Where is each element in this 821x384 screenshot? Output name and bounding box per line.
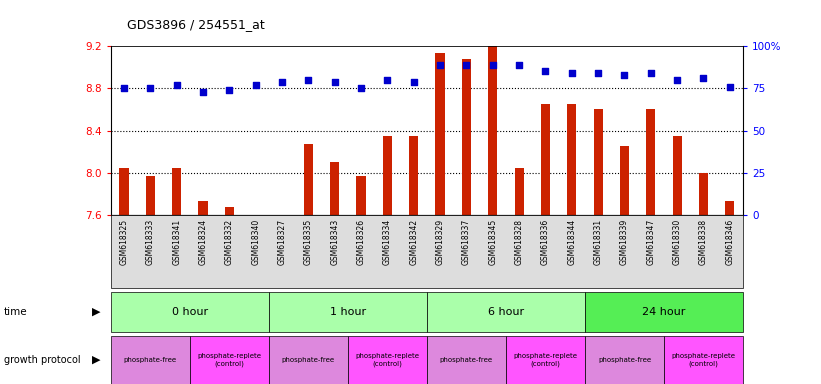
Point — [697, 75, 710, 81]
Point — [355, 85, 368, 91]
Text: phosphate-free: phosphate-free — [124, 357, 177, 363]
Text: GSM618330: GSM618330 — [672, 219, 681, 265]
Point — [512, 61, 525, 68]
Bar — [515, 167, 524, 215]
Point — [381, 77, 394, 83]
Point — [222, 87, 236, 93]
Text: GSM618340: GSM618340 — [251, 219, 260, 265]
Text: 1 hour: 1 hour — [330, 307, 366, 317]
Bar — [277, 215, 287, 217]
Text: GSM618341: GSM618341 — [172, 219, 181, 265]
Bar — [620, 146, 629, 215]
Text: GSM618328: GSM618328 — [515, 219, 524, 265]
Bar — [119, 167, 129, 215]
Bar — [409, 136, 419, 215]
Point — [565, 70, 578, 76]
Text: phosphate-replete
(control): phosphate-replete (control) — [513, 353, 577, 367]
Bar — [594, 109, 603, 215]
Bar — [725, 201, 735, 215]
Bar — [488, 46, 498, 215]
Text: 0 hour: 0 hour — [172, 307, 208, 317]
Point — [618, 72, 631, 78]
Text: GSM618345: GSM618345 — [488, 219, 498, 265]
Text: phosphate-replete
(control): phosphate-replete (control) — [197, 353, 261, 367]
Text: growth protocol: growth protocol — [4, 355, 80, 365]
Bar — [172, 167, 181, 215]
Text: GSM618338: GSM618338 — [699, 219, 708, 265]
Text: ▶: ▶ — [92, 355, 100, 365]
Text: GSM618334: GSM618334 — [383, 219, 392, 265]
Bar — [699, 173, 708, 215]
Text: phosphate-free: phosphate-free — [282, 357, 335, 363]
Point — [170, 82, 183, 88]
Bar — [646, 109, 655, 215]
Text: 24 hour: 24 hour — [642, 307, 686, 317]
Point — [486, 61, 499, 68]
Point — [433, 61, 447, 68]
Text: GSM618336: GSM618336 — [541, 219, 550, 265]
Bar — [567, 104, 576, 215]
Text: phosphate-replete
(control): phosphate-replete (control) — [672, 353, 736, 367]
Text: GSM618327: GSM618327 — [277, 219, 287, 265]
Bar — [672, 136, 681, 215]
Text: phosphate-free: phosphate-free — [598, 357, 651, 363]
Point — [723, 84, 736, 90]
Point — [328, 78, 342, 84]
Text: GSM618342: GSM618342 — [409, 219, 418, 265]
Text: GSM618331: GSM618331 — [594, 219, 603, 265]
Point — [539, 68, 552, 74]
Point — [117, 85, 131, 91]
Text: phosphate-free: phosphate-free — [440, 357, 493, 363]
Bar — [383, 136, 392, 215]
Point — [592, 70, 605, 76]
Point — [460, 61, 473, 68]
Point — [644, 70, 658, 76]
Point — [302, 77, 315, 83]
Point — [671, 77, 684, 83]
Text: GSM618332: GSM618332 — [225, 219, 234, 265]
Bar — [304, 144, 313, 215]
Point — [196, 89, 209, 95]
Bar — [199, 201, 208, 215]
Text: GSM618337: GSM618337 — [462, 219, 471, 265]
Text: GSM618335: GSM618335 — [304, 219, 313, 265]
Text: GSM618343: GSM618343 — [330, 219, 339, 265]
Text: ▶: ▶ — [92, 307, 100, 317]
Point — [249, 82, 262, 88]
Bar — [435, 53, 445, 215]
Text: GSM618339: GSM618339 — [620, 219, 629, 265]
Text: GSM618325: GSM618325 — [120, 219, 129, 265]
Text: GSM618344: GSM618344 — [567, 219, 576, 265]
Bar — [462, 59, 471, 215]
Point — [276, 78, 289, 84]
Text: time: time — [4, 307, 28, 317]
Point — [144, 85, 157, 91]
Bar — [225, 207, 234, 215]
Text: GSM618329: GSM618329 — [436, 219, 445, 265]
Text: phosphate-replete
(control): phosphate-replete (control) — [355, 353, 420, 367]
Text: GSM618347: GSM618347 — [646, 219, 655, 265]
Text: GSM618324: GSM618324 — [199, 219, 208, 265]
Text: GSM618346: GSM618346 — [725, 219, 734, 265]
Bar — [541, 104, 550, 215]
Text: 6 hour: 6 hour — [488, 307, 524, 317]
Bar — [356, 176, 365, 215]
Text: GSM618326: GSM618326 — [356, 219, 365, 265]
Text: GDS3896 / 254551_at: GDS3896 / 254551_at — [127, 18, 265, 31]
Text: GSM618333: GSM618333 — [146, 219, 155, 265]
Bar — [146, 176, 155, 215]
Point — [407, 78, 420, 84]
Bar — [330, 162, 339, 215]
